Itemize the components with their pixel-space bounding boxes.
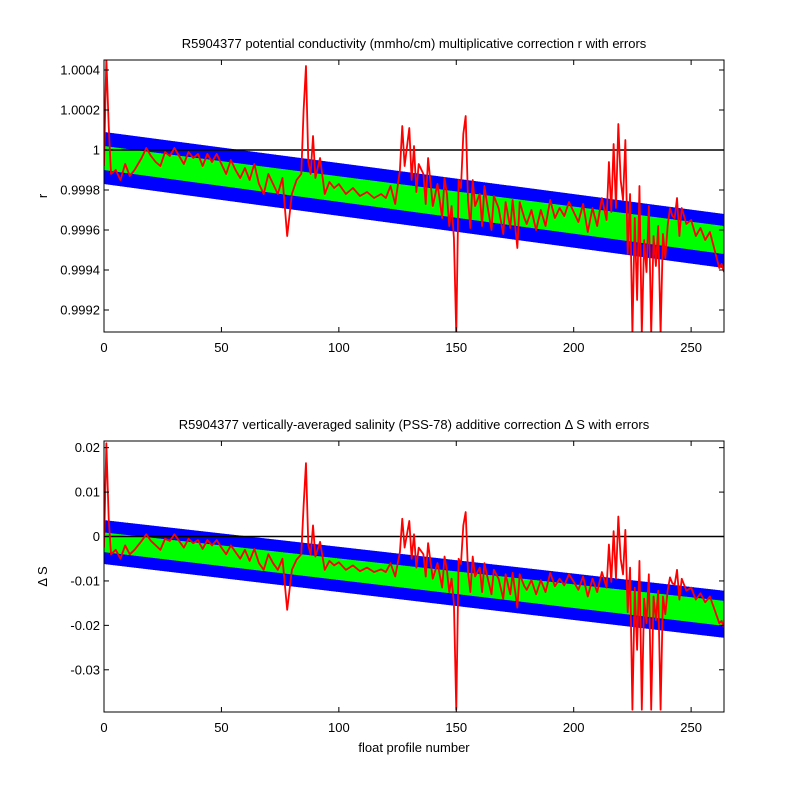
y-tick-label: 0.9998 <box>60 183 100 198</box>
x-tick-label: 0 <box>100 340 107 355</box>
plot-frame <box>103 440 725 713</box>
x-tick-label: 250 <box>680 720 702 735</box>
x-tick-label: 250 <box>680 340 702 355</box>
x-tick-label: 100 <box>328 340 350 355</box>
x-axis-label: float profile number <box>358 740 470 755</box>
chart-panel-1: 0 50 100 150 200 250 0.9992 0.9994 0.9996 0.9998 1… <box>35 36 725 355</box>
y-tick-label: 0.01 <box>75 485 100 500</box>
plot-area <box>104 442 724 711</box>
y-tick-label: 1.0004 <box>60 63 100 78</box>
y-tick-label: 1.0002 <box>60 103 100 118</box>
inner-error-band-error-bars <box>104 146 724 254</box>
x-tick-label: 150 <box>445 720 467 735</box>
x-tick-label: 100 <box>328 720 350 735</box>
y-axis-label: Δ S <box>35 566 50 587</box>
plot-area <box>104 60 724 332</box>
chart-title: R5904377 potential conductivity (mmho/cm… <box>182 36 647 51</box>
y-tick-label: 1 <box>93 143 100 158</box>
x-tick-label: 200 <box>563 340 585 355</box>
y-tick-label: 0.02 <box>75 440 100 455</box>
y-tick-label: 0.9992 <box>60 303 100 318</box>
x-tick-label: 50 <box>214 720 228 735</box>
x-tick-label: 200 <box>563 720 585 735</box>
series-line <box>104 442 724 711</box>
chart-panel-2: 0 50 100 150 200 250 -0.03 -0.02 -0.01 0 0.01 0.02 R… <box>35 417 725 755</box>
plot-frame <box>103 59 725 333</box>
y-tick-label: -0.03 <box>70 662 100 677</box>
y-tick-label: 0.9994 <box>60 263 100 278</box>
series-line <box>104 60 724 332</box>
x-tick-label: 150 <box>445 340 467 355</box>
y-tick-label: -0.02 <box>70 618 100 633</box>
x-tick-label: 0 <box>100 720 107 735</box>
y-axis-label: r <box>35 193 50 198</box>
chart-title: R5904377 vertically-averaged salinity (P… <box>179 417 650 432</box>
y-tick-label: 0 <box>93 529 100 544</box>
y-tick-label: -0.01 <box>70 573 100 588</box>
y-tick-label: 0.9996 <box>60 223 100 238</box>
x-tick-label: 50 <box>214 340 228 355</box>
